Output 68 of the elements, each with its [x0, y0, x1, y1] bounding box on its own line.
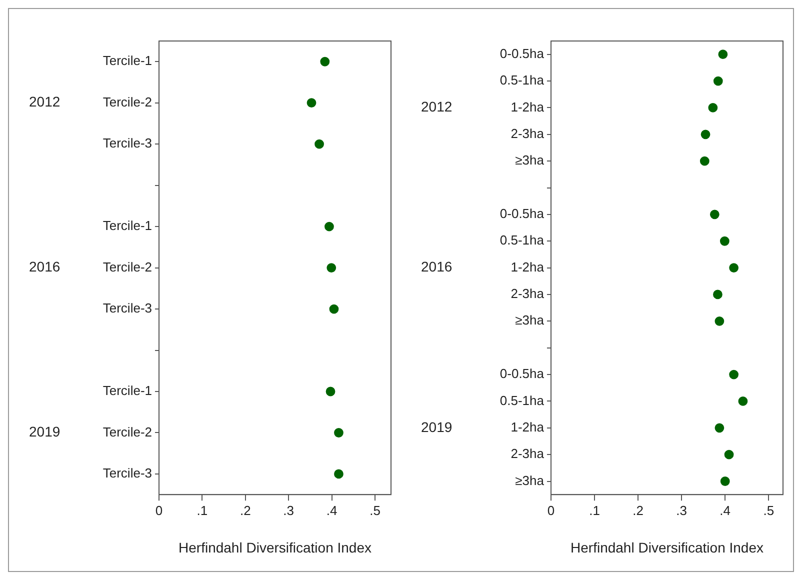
point [724, 450, 734, 460]
point [720, 236, 730, 246]
x-tick-label: .4 [720, 502, 731, 518]
point [320, 56, 330, 66]
y-tick-label: 0-0.5ha [500, 206, 545, 222]
point [324, 222, 334, 232]
y-tick-label: 0-0.5ha [500, 46, 545, 61]
y-tick-label: 2-3ha [510, 286, 545, 302]
point [714, 423, 724, 433]
point [729, 370, 739, 380]
x-tick-label: .4 [326, 502, 338, 518]
point [329, 304, 339, 314]
x-tick-label: .5 [763, 502, 774, 518]
y-tick-label: 2-3ha [510, 126, 545, 141]
x-tick-label: .3 [676, 502, 688, 518]
y-tick-label: Tercile-3 [102, 300, 152, 316]
x-tick-label: .1 [589, 502, 600, 518]
point [334, 428, 344, 438]
text: 2016 [421, 258, 452, 275]
y-tick-label: Tercile-3 [102, 466, 152, 481]
x-axis-title: Herfindahl Diversification Index [570, 539, 764, 556]
point [720, 476, 730, 486]
text: 2019 [421, 418, 452, 435]
y-tick-label: 1-2ha [510, 419, 545, 434]
x-tick-label: .3 [283, 502, 294, 518]
y-tick-label: 0-0.5ha [500, 366, 545, 382]
y-tick-label: Tercile-1 [102, 383, 152, 398]
point [710, 210, 720, 220]
text: 2012 [421, 98, 452, 115]
x-tick-label: .1 [196, 502, 208, 518]
y-tick-label: Tercile-2 [102, 424, 152, 440]
y-tick-label: 1-2ha [510, 99, 545, 114]
text: 2019 [29, 424, 60, 440]
y-tick-label: Tercile-1 [102, 218, 152, 234]
y-tick-label: Tercile-1 [102, 53, 152, 68]
y-tick-label: 1-2ha [510, 259, 545, 274]
point [708, 103, 718, 112]
x-tick-label: 0 [547, 502, 555, 518]
point [714, 316, 724, 326]
point [738, 396, 748, 406]
y-tick-label: 0.5-1ha [500, 72, 545, 88]
x-axis-title: Herfindahl Diversification Index [178, 539, 372, 556]
y-tick-label: Tercile-3 [102, 136, 152, 151]
point [326, 263, 336, 272]
point [700, 130, 710, 140]
y-tick-label: ≥3ha [515, 152, 545, 168]
text: 2012 [29, 94, 60, 110]
point [729, 263, 739, 272]
point [334, 469, 344, 479]
point [713, 76, 723, 86]
y-tick-label: 0.5-1ha [500, 392, 545, 408]
point [326, 386, 336, 396]
point [306, 98, 316, 108]
y-tick-label: Tercile-2 [102, 259, 152, 274]
y-tick-label: Tercile-2 [102, 94, 152, 110]
x-tick-label: .5 [370, 502, 380, 518]
x-tick-label: 0 [155, 502, 163, 518]
y-tick-label: 0.5-1ha [500, 232, 545, 248]
point [314, 139, 324, 149]
y-tick-label: ≥3ha [515, 312, 545, 328]
x-tick-label: .2 [632, 502, 644, 518]
point [713, 290, 722, 300]
y-tick-label: ≥3ha [515, 472, 545, 488]
x-tick-label: .2 [240, 502, 251, 518]
point [718, 50, 728, 60]
text: 2016 [29, 258, 60, 275]
point [700, 156, 710, 166]
y-tick-label: 2-3ha [510, 446, 545, 462]
